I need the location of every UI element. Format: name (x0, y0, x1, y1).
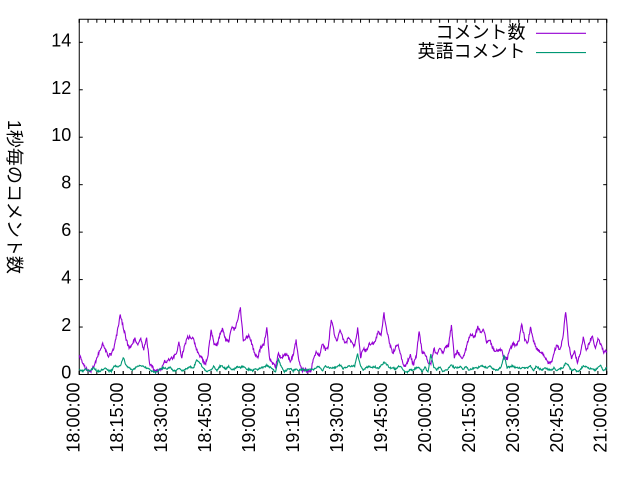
svg-text:1秒毎のコメント数: 1秒毎のコメント数 (4, 120, 24, 274)
svg-text:20:00:00: 20:00:00 (415, 383, 435, 453)
svg-text:コメント数: コメント数 (436, 22, 526, 42)
svg-text:8: 8 (61, 173, 71, 193)
svg-text:21:00:00: 21:00:00 (591, 383, 611, 453)
svg-text:4: 4 (61, 268, 71, 288)
svg-text:12: 12 (51, 78, 71, 98)
svg-text:19:15:00: 19:15:00 (283, 383, 303, 453)
svg-text:19:45:00: 19:45:00 (371, 383, 391, 453)
svg-text:20:30:00: 20:30:00 (503, 383, 523, 453)
svg-text:18:45:00: 18:45:00 (195, 383, 215, 453)
svg-text:20:45:00: 20:45:00 (547, 383, 567, 453)
svg-text:18:00:00: 18:00:00 (63, 383, 83, 453)
svg-text:18:30:00: 18:30:00 (151, 383, 171, 453)
svg-text:20:15:00: 20:15:00 (459, 382, 479, 452)
svg-text:英語コメント: 英語コメント (418, 42, 526, 62)
svg-text:2: 2 (61, 315, 71, 335)
svg-text:14: 14 (51, 30, 71, 50)
svg-text:6: 6 (61, 220, 71, 240)
svg-text:10: 10 (51, 125, 71, 145)
svg-text:19:30:00: 19:30:00 (327, 383, 347, 453)
svg-text:0: 0 (61, 363, 71, 383)
svg-text:18:15:00: 18:15:00 (107, 383, 127, 453)
svg-text:19:00:00: 19:00:00 (239, 383, 259, 453)
